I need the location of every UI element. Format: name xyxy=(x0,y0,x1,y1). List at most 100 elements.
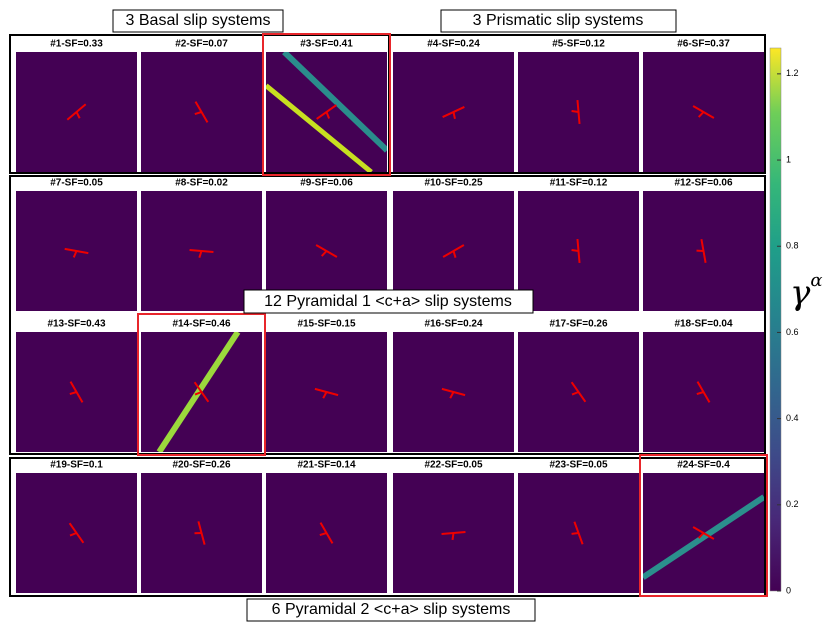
slip-band xyxy=(282,52,387,153)
group-label: 3 Prismatic slip systems xyxy=(473,12,644,29)
panel-title: #14-SF=0.46 xyxy=(172,319,231,330)
grain-glyph xyxy=(72,250,78,258)
grain-glyph xyxy=(322,391,328,399)
panel xyxy=(393,332,514,452)
label-box xyxy=(243,289,534,314)
panel-title: #18-SF=0.04 xyxy=(674,319,733,330)
group-box xyxy=(9,457,766,597)
panel-title: #5-SF=0.12 xyxy=(552,39,605,50)
panel-title: #23-SF=0.05 xyxy=(549,460,608,471)
group-label: 3 Basal slip systems xyxy=(126,12,271,29)
colorbar-tick-label: 0.2 xyxy=(786,499,799,509)
panel-title: #20-SF=0.26 xyxy=(172,460,231,471)
panel xyxy=(266,52,387,172)
panel xyxy=(518,332,639,452)
panel-title: #3-SF=0.41 xyxy=(300,39,353,50)
panel xyxy=(141,191,262,311)
panel xyxy=(643,191,764,311)
panel-title: #2-SF=0.07 xyxy=(175,39,228,50)
colorbar-label-main: γ xyxy=(790,273,811,313)
panel-title: #19-SF=0.1 xyxy=(50,460,103,471)
grain-glyph xyxy=(571,391,579,396)
panel-title: #8-SF=0.02 xyxy=(175,178,228,189)
panels: #1-SF=0.33 #2-SF=0.07 #3-SF=0.41 #4-SF=0.24… xyxy=(16,33,768,597)
highlight-box xyxy=(262,33,391,176)
group-label: 6 Pyramidal 2 <c+a> slip systems xyxy=(272,601,511,618)
panel-title: #10-SF=0.25 xyxy=(424,178,483,189)
colorbar-tick-label: 0.6 xyxy=(786,327,799,337)
grain-glyph xyxy=(452,111,456,120)
grain-glyph xyxy=(69,391,77,395)
panel-title: #4-SF=0.24 xyxy=(427,39,480,50)
grain-glyph xyxy=(319,532,327,536)
panel xyxy=(643,332,764,452)
panel-title: #7-SF=0.05 xyxy=(50,178,103,189)
panel xyxy=(266,332,387,452)
grain-glyph xyxy=(194,391,202,396)
grain-glyph xyxy=(449,391,455,399)
group-label: 12 Pyramidal 1 <c+a> slip systems xyxy=(264,293,512,310)
grain-glyph xyxy=(697,111,705,118)
panel xyxy=(518,473,639,593)
grain-glyph xyxy=(696,391,704,395)
grain-glyph xyxy=(194,111,202,115)
panel xyxy=(16,332,137,452)
panel-title: #24-SF=0.4 xyxy=(677,460,730,471)
panel-title: #21-SF=0.14 xyxy=(297,460,356,471)
panel xyxy=(643,52,764,172)
group-labels: 3 Basal slip systems 3 Prismatic slip sy… xyxy=(112,9,677,622)
panel-title: #1-SF=0.33 xyxy=(50,39,103,50)
panel-title: #9-SF=0.06 xyxy=(300,178,353,189)
panel xyxy=(518,52,639,172)
label-box xyxy=(246,598,536,622)
panel-title: #15-SF=0.15 xyxy=(297,319,356,330)
grain-glyph xyxy=(198,250,203,258)
colorbar-tick-label: 0 xyxy=(786,585,791,595)
colorbar-tick-label: 0.4 xyxy=(786,413,799,423)
grain-glyph xyxy=(69,532,77,537)
panel xyxy=(16,191,137,311)
grain-glyph xyxy=(451,532,455,541)
panel-title: #13-SF=0.43 xyxy=(47,319,106,330)
label-box xyxy=(112,9,284,33)
slip-band xyxy=(156,332,241,452)
grain-glyph xyxy=(320,250,328,257)
panel xyxy=(16,473,137,593)
colorbar-ticks: 0 0.2 0.4 0.6 0.8 1 1.2 xyxy=(777,68,799,595)
grain-glyph xyxy=(571,532,579,535)
highlight-box xyxy=(137,313,266,456)
panel xyxy=(643,473,764,593)
grain-glyph xyxy=(325,111,331,119)
grain-glyph xyxy=(75,111,81,119)
grain-glyph xyxy=(571,249,579,252)
panel-title: #22-SF=0.05 xyxy=(424,460,483,471)
label-box xyxy=(440,9,677,33)
colorbar xyxy=(769,47,782,592)
panel xyxy=(16,52,137,172)
panel xyxy=(141,332,262,452)
slip-band xyxy=(266,83,373,172)
panel-title: #16-SF=0.24 xyxy=(424,319,483,330)
colorbar-label-sup: α xyxy=(810,270,822,291)
grain-glyph xyxy=(697,532,705,539)
panel xyxy=(518,191,639,311)
panel-title: #17-SF=0.26 xyxy=(549,319,608,330)
panel xyxy=(393,52,514,172)
grain-glyph xyxy=(452,250,457,258)
highlight-box xyxy=(639,454,768,597)
colorbar-tick-label: 1.2 xyxy=(786,68,799,78)
panel-title: #11-SF=0.12 xyxy=(550,178,608,189)
group-boxes xyxy=(9,34,766,597)
colorbar-label: γα xyxy=(790,270,822,313)
panel-title: #6-SF=0.37 xyxy=(677,39,730,50)
panel xyxy=(141,52,262,172)
panel xyxy=(266,473,387,593)
grain-glyph xyxy=(571,110,579,113)
panel xyxy=(393,473,514,593)
panel xyxy=(141,473,262,593)
colorbar-tick-label: 0.8 xyxy=(786,241,799,251)
slip-band xyxy=(643,494,764,580)
panel-title: #12-SF=0.06 xyxy=(674,178,733,189)
colorbar-tick-label: 1 xyxy=(786,154,791,164)
